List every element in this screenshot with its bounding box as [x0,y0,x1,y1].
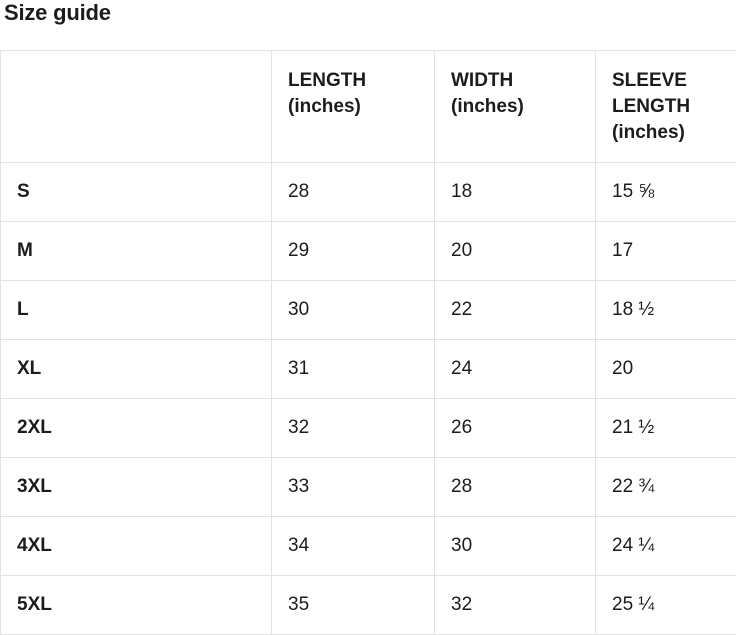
header-width: WIDTH (inches) [434,50,596,163]
table-row: L 30 22 18 ½ [0,280,736,340]
length-value: 32 [271,398,435,458]
sleeve-length-value: 22 ¾ [595,457,736,517]
length-value: 31 [271,339,435,399]
width-value: 32 [434,575,596,635]
size-label: L [0,280,272,340]
size-label: 5XL [0,575,272,635]
width-value: 18 [434,162,596,222]
sleeve-length-value: 17 [595,221,736,281]
width-value: 26 [434,398,596,458]
sleeve-length-value: 15 ⅝ [595,162,736,222]
length-value: 28 [271,162,435,222]
header-size-blank [0,50,272,163]
width-value: 20 [434,221,596,281]
table-row: S 28 18 15 ⅝ [0,162,736,222]
header-sleeve-length: SLEEVE LENGTH (inches) [595,50,736,163]
size-label: M [0,221,272,281]
length-value: 29 [271,221,435,281]
table-row: 3XL 33 28 22 ¾ [0,457,736,517]
size-label: 4XL [0,516,272,576]
size-guide-table: LENGTH (inches) WIDTH (inches) SLEEVE LE… [0,50,736,635]
size-label: XL [0,339,272,399]
sleeve-length-value: 18 ½ [595,280,736,340]
width-value: 30 [434,516,596,576]
sleeve-length-value: 24 ¼ [595,516,736,576]
size-guide-title: Size guide [4,0,111,25]
size-label: 3XL [0,457,272,517]
table-row: 4XL 34 30 24 ¼ [0,516,736,576]
sleeve-length-value: 21 ½ [595,398,736,458]
width-value: 28 [434,457,596,517]
table-row: 2XL 32 26 21 ½ [0,398,736,458]
length-value: 30 [271,280,435,340]
table-row: 5XL 35 32 25 ¼ [0,575,736,635]
header-row: LENGTH (inches) WIDTH (inches) SLEEVE LE… [0,50,736,163]
length-value: 35 [271,575,435,635]
width-value: 24 [434,339,596,399]
table-row: M 29 20 17 [0,221,736,281]
sleeve-length-value: 25 ¼ [595,575,736,635]
width-value: 22 [434,280,596,340]
length-value: 33 [271,457,435,517]
header-length: LENGTH (inches) [271,50,435,163]
length-value: 34 [271,516,435,576]
size-label: 2XL [0,398,272,458]
sleeve-length-value: 20 [595,339,736,399]
table-row: XL 31 24 20 [0,339,736,399]
size-label: S [0,162,272,222]
